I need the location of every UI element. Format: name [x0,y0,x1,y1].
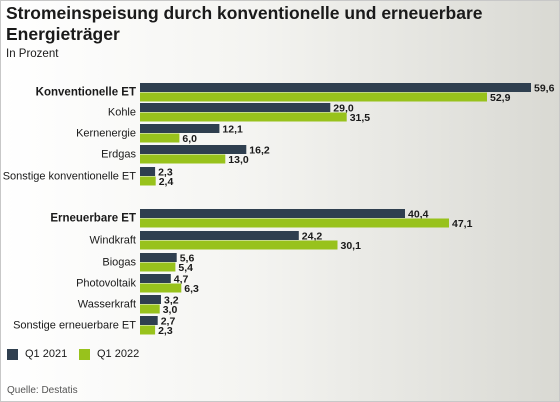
bar-kernenergie-q1-2022 [140,133,180,143]
value-label-konventionelle-et-q1-2022: 52,9 [490,92,511,104]
value-label-kernenergie-q1-2022: 6,0 [182,133,197,145]
value-label-sonstige-konventionelle-et-q1-2021: 2,3 [158,167,173,179]
category-label-sonstige-erneuerbare-et: Sonstige erneuerbare ET [13,320,136,332]
bar-erdgas-q1-2021 [140,145,247,154]
value-label-kohle-q1-2021: 29,0 [333,103,354,115]
category-label-erneuerbare-et: Erneuerbare ET [50,213,136,225]
bar-wasserkraft-q1-2022 [140,304,160,314]
value-label-biogas-q1-2021: 5,6 [180,253,195,265]
value-label-konventionelle-et-q1-2021: 59,6 [534,83,555,95]
legend-swatch-q1-2022 [79,349,90,360]
value-label-sonstige-konventionelle-et-q1-2022: 2,4 [159,176,174,188]
bar-kohle-q1-2021 [140,103,331,112]
value-label-sonstige-erneuerbare-et-q1-2021: 2,7 [161,316,176,328]
value-label-kernenergie-q1-2021: 12,1 [222,124,243,136]
bar-wasserkraft-q1-2021 [140,295,161,304]
value-label-windkraft-q1-2021: 24,2 [302,231,323,243]
legend-label-q1-2022: Q1 2022 [97,348,140,360]
category-label-sonstige-konventionelle-et: Sonstige konventionelle ET [3,171,137,183]
category-label-photovoltaik: Photovoltaik [76,278,136,290]
bar-sonstige-konventionelle-et-q1-2022 [140,176,156,186]
value-label-kohle-q1-2022: 31,5 [350,112,371,124]
value-label-biogas-q1-2022: 5,4 [178,262,193,274]
bar-konventionelle-et-q1-2022 [140,92,487,102]
category-label-konventionelle-et: Konventionelle ET [36,87,136,99]
bar-chart: Konventionelle ET 59,6 52,9 Kohle 29,031,5 Ke… [3,83,555,338]
bar-erdgas-q1-2022 [140,154,226,164]
value-label-erdgas-q1-2022: 13,0 [228,154,249,166]
value-label-photovoltaik-q1-2022: 6,3 [184,283,199,295]
bar-kernenergie-q1-2021 [140,124,220,133]
value-label-erneuerbare-et-q1-2022: 47,1 [452,218,473,230]
bar-biogas-q1-2022 [140,262,176,272]
bar-sonstige-erneuerbare-et-q1-2022 [140,325,156,335]
bar-erneuerbare-et-q1-2021 [140,209,405,218]
value-label-erdgas-q1-2021: 16,2 [249,145,270,157]
bar-photovoltaik-q1-2022 [140,283,182,293]
value-label-wasserkraft-q1-2022: 3,0 [163,304,178,316]
category-label-windkraft: Windkraft [90,235,136,247]
category-label-erdgas: Erdgas [101,149,136,161]
category-label-kohle: Kohle [108,107,136,119]
legend-label-q1-2021: Q1 2021 [25,348,68,360]
source-note: Quelle: Destatis [7,385,78,396]
value-label-erneuerbare-et-q1-2021: 40,4 [408,209,429,221]
category-label-biogas: Biogas [102,257,136,269]
chart-title: Stromeinspeisung durch konventionelle un… [6,3,483,44]
category-label-kernenergie: Kernenergie [76,128,136,140]
category-label-wasserkraft: Wasserkraft [78,299,136,311]
bar-sonstige-erneuerbare-et-q1-2021 [140,316,158,325]
bar-windkraft-q1-2022 [140,240,338,250]
bar-sonstige-konventionelle-et-q1-2021 [140,167,156,176]
chart-subtitle: In Prozent [6,48,59,60]
value-label-windkraft-q1-2022: 30,1 [341,240,362,252]
bar-biogas-q1-2021 [140,253,177,262]
bar-windkraft-q1-2021 [140,231,299,240]
bar-konventionelle-et-q1-2021 [140,83,531,92]
value-label-photovoltaik-q1-2021: 4,7 [174,274,189,286]
bar-photovoltaik-q1-2021 [140,274,171,283]
bar-kohle-q1-2022 [140,112,347,122]
value-label-wasserkraft-q1-2021: 3,2 [164,295,179,307]
bar-erneuerbare-et-q1-2022 [140,218,449,228]
legend-swatch-q1-2021 [7,349,18,360]
value-label-sonstige-erneuerbare-et-q1-2022: 2,3 [158,325,173,337]
